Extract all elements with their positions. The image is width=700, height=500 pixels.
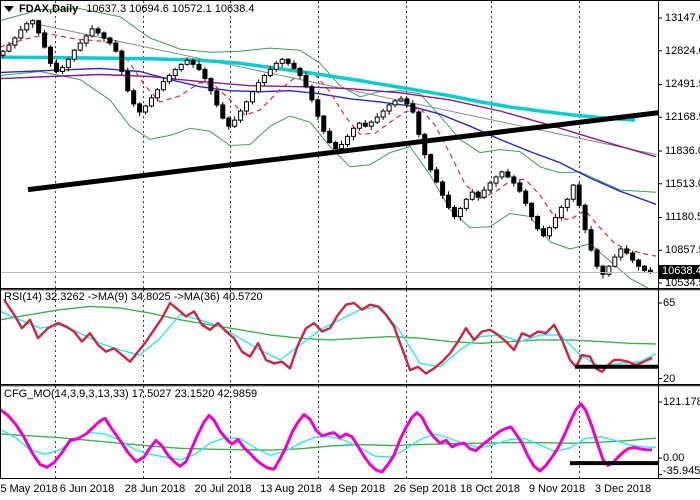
gray-trendline: [39, 24, 658, 156]
rsi-axis-tick-label: 20: [663, 372, 676, 385]
bollinger-upper: [1, 8, 657, 193]
grid-lines: [55, 1, 580, 478]
ma-cyan-thick: [1, 55, 636, 122]
price-axis-tick-label: 11836.0: [665, 144, 700, 157]
main-price-pane[interactable]: [0, 8, 660, 294]
date-axis-label[interactable]: 13 Aug 2018: [260, 483, 322, 495]
rsi-ma36: [1, 305, 657, 345]
date-axis-label[interactable]: 20 Jul 2018: [194, 483, 252, 495]
ma-purple: [1, 73, 657, 158]
chart-dropdown-icon[interactable]: [4, 6, 14, 13]
rsi-axis-tick-label: 65: [663, 297, 676, 309]
ma-red-dashed: [1, 33, 657, 257]
date-axis-label[interactable]: 15 May 2018: [0, 483, 58, 495]
price-axis-tick-label: 12168.5: [665, 111, 700, 124]
price-axis-tick-label: 10534.5: [665, 277, 700, 289]
price-axis-tick-label: 11180.5: [665, 211, 700, 224]
rsi-pane[interactable]: [0, 298, 660, 375]
cfg-axis-tick-label: -35.9455: [663, 465, 700, 477]
candles: [1, 19, 653, 279]
price-axis-tick-label: 13147.0: [665, 12, 700, 24]
cfg-indicator-label: CFG_MO(14,3,9,3,13,33) 17.5027 23.1520 4…: [4, 388, 258, 400]
rsi-indicator-label: RSI(14) 32.3262 ->MA(9) 34.8025 ->MA(36)…: [4, 291, 263, 303]
rsi-main: [3, 298, 653, 375]
price-axis-tick-label: 10857.5: [665, 244, 700, 257]
chart-symbol-period: FDAX,Daily: [19, 3, 79, 15]
date-axis-label[interactable]: 3 Dec 2018: [594, 483, 652, 495]
pane-borders: [0, 0, 700, 479]
cfg-main: [1, 402, 653, 474]
cfg-slow: [1, 433, 657, 451]
chart-ohlc-values: 10637.3 10694.6 10572.1 10638.4: [86, 3, 255, 15]
price-axis-tick-label: 12491.5: [665, 78, 700, 91]
price-axis-tick-label: 11513.0: [665, 177, 700, 190]
price-axis-tick-label: 12824.0: [665, 44, 700, 57]
cfg-axis-tick-label: 121.1785: [663, 396, 700, 408]
bollinger-lower: [1, 71, 649, 288]
black-trendline: [27, 110, 658, 193]
rsi-ma9: [1, 305, 657, 368]
current-price-tag: 10638.4: [659, 265, 700, 280]
date-axis-label[interactable]: 18 Oct 2018: [460, 483, 520, 495]
date-axis-label[interactable]: 26 Sep 2018: [393, 483, 457, 495]
cfg-mo-pane[interactable]: [0, 402, 660, 474]
date-axis-label[interactable]: 4 Sep 2018: [328, 483, 386, 495]
cfg-axis-tick-label: 0.00: [663, 452, 685, 464]
chart-title: FDAX,Daily 10637.3 10694.6 10572.1 10638.…: [4, 3, 255, 15]
cfg-fast: [1, 429, 657, 461]
date-axis-label[interactable]: 9 Nov 2018: [528, 483, 586, 495]
date-axis-label[interactable]: 28 Jun 2018: [124, 483, 186, 495]
date-axis-label[interactable]: 6 Jun 2018: [59, 483, 115, 495]
ma-blue: [1, 67, 657, 205]
